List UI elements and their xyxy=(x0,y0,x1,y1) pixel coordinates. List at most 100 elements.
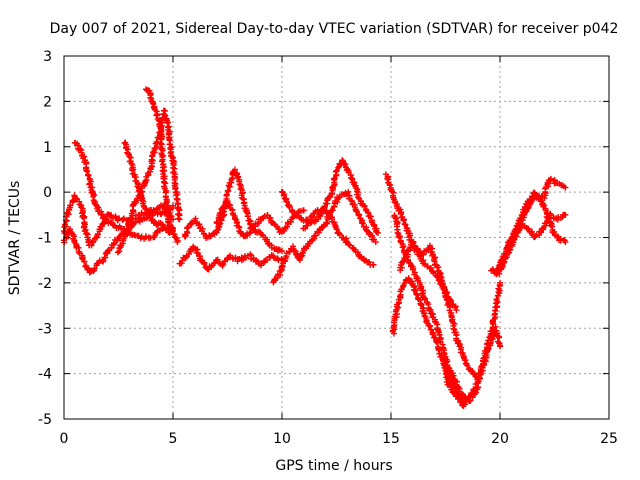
data-point xyxy=(411,242,418,249)
series-track-2 xyxy=(60,202,176,276)
x-tick-label: 25 xyxy=(600,431,618,447)
data-point xyxy=(547,222,554,229)
data-point xyxy=(562,211,569,218)
y-tick-label: -4 xyxy=(38,367,52,383)
data-point xyxy=(220,204,227,211)
data-point xyxy=(453,307,460,314)
data-point xyxy=(264,257,271,264)
data-point xyxy=(326,194,333,201)
data-point xyxy=(541,202,548,209)
data-point xyxy=(170,202,176,209)
data-point xyxy=(225,187,232,194)
data-point xyxy=(214,256,221,263)
data-point xyxy=(296,256,303,263)
data-point xyxy=(557,235,564,242)
data-point xyxy=(402,221,409,228)
data-point xyxy=(171,165,178,172)
y-axis-label: SDTVAR / TECUs xyxy=(7,181,23,296)
data-point xyxy=(413,291,420,298)
data-point xyxy=(333,226,340,233)
data-point xyxy=(67,202,74,209)
data-point xyxy=(562,239,569,246)
data-point xyxy=(162,112,169,119)
data-point xyxy=(345,241,352,248)
data-point xyxy=(120,235,127,242)
data-point xyxy=(61,221,68,228)
data-point xyxy=(201,261,208,268)
data-point xyxy=(226,202,233,209)
data-point xyxy=(162,180,169,187)
data-point xyxy=(474,379,481,386)
series-track-11 xyxy=(278,157,381,236)
data-point xyxy=(451,390,458,397)
data-point xyxy=(91,265,98,272)
data-point xyxy=(384,175,391,182)
data-point xyxy=(323,219,330,226)
data-point xyxy=(225,201,232,208)
data-point xyxy=(435,327,442,334)
x-tick-label: 5 xyxy=(169,431,178,447)
data-point xyxy=(361,203,368,210)
series-track-4 xyxy=(121,139,176,236)
data-point xyxy=(157,130,164,137)
data-point xyxy=(342,161,349,168)
data-point xyxy=(139,197,146,204)
data-point xyxy=(450,372,457,379)
data-point xyxy=(226,254,233,261)
data-point xyxy=(348,197,355,204)
data-point xyxy=(280,192,287,199)
data-point xyxy=(506,246,513,253)
x-tick-label: 10 xyxy=(273,431,291,447)
data-point xyxy=(332,168,339,175)
data-point xyxy=(83,167,90,174)
data-point xyxy=(223,191,230,198)
x-tick-label: 20 xyxy=(491,431,509,447)
data-point xyxy=(497,343,503,350)
data-point xyxy=(149,100,156,107)
data-point xyxy=(271,220,278,227)
y-tick-label: -3 xyxy=(38,321,52,337)
series-track-12 xyxy=(300,206,377,268)
data-point xyxy=(399,244,406,251)
data-point xyxy=(544,215,551,222)
data-point xyxy=(366,259,373,266)
data-point xyxy=(436,331,443,338)
data-point xyxy=(124,231,131,238)
series-track-20 xyxy=(505,189,569,250)
data-point xyxy=(359,220,366,227)
data-point xyxy=(244,213,251,220)
series-track-17 xyxy=(440,323,504,404)
chart-title: Day 007 of 2021, Sidereal Day-to-day VTE… xyxy=(50,21,619,37)
series-track-14 xyxy=(391,212,482,404)
data-point xyxy=(77,146,84,153)
data-point xyxy=(398,264,405,271)
data-point xyxy=(283,198,290,205)
data-point xyxy=(195,221,202,228)
y-tick-label: -2 xyxy=(38,276,52,292)
data-point xyxy=(246,230,253,237)
data-point xyxy=(446,380,453,387)
data-point xyxy=(175,215,182,222)
data-point xyxy=(284,223,291,230)
data-point xyxy=(525,225,532,232)
data-point xyxy=(286,203,293,210)
series-track-6 xyxy=(142,86,181,246)
y-tick-label: -1 xyxy=(38,231,52,247)
data-point xyxy=(344,166,351,173)
data-point xyxy=(428,326,435,333)
y-tick-label: -5 xyxy=(38,412,52,428)
data-point xyxy=(329,207,336,214)
y-tick-label: 3 xyxy=(43,49,52,65)
data-point xyxy=(551,228,558,235)
data-point xyxy=(247,229,254,236)
y-tick-label: 1 xyxy=(43,140,52,156)
data-point xyxy=(84,168,91,175)
data-point xyxy=(497,279,503,286)
data-point xyxy=(400,217,407,224)
data-point xyxy=(153,206,160,213)
data-point xyxy=(143,206,150,213)
data-point xyxy=(174,239,181,246)
series-track-9 xyxy=(213,198,307,240)
data-point xyxy=(372,239,379,246)
